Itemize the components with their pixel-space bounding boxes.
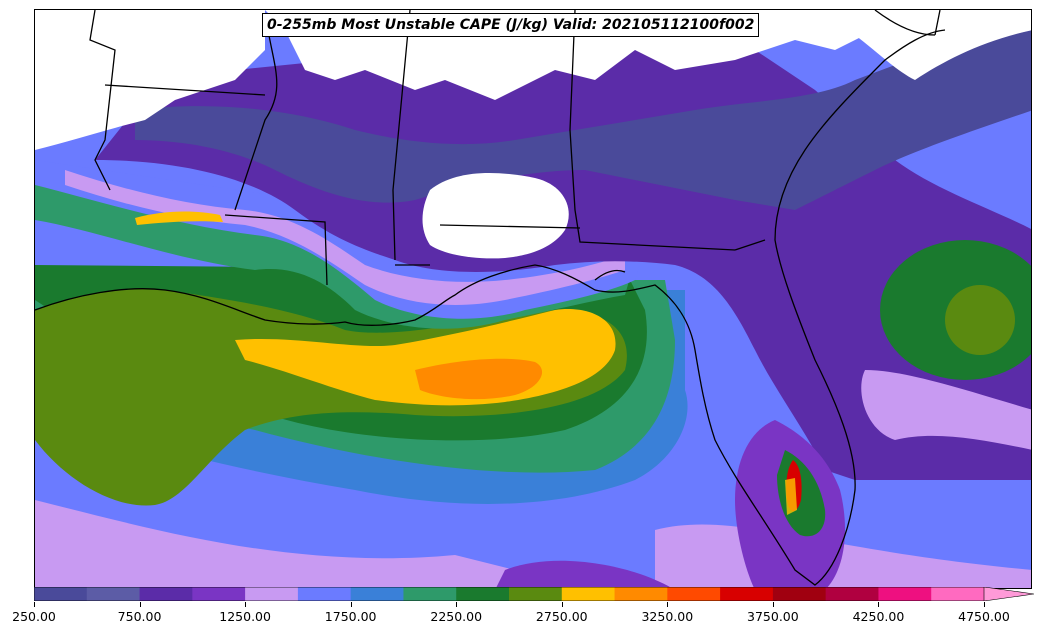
colorbar-segment [931, 587, 985, 601]
cape-land-slate [135, 30, 1031, 210]
colorbar-segment [667, 587, 721, 601]
colorbar-tick-mark [561, 602, 563, 607]
colorbar-segment [825, 587, 879, 601]
cape-band-orange [415, 358, 543, 400]
colorbar-segment [878, 587, 932, 601]
colorbar-extend-arrow [983, 587, 1034, 601]
colorbar-segment [456, 587, 510, 601]
colorbar-tick-mark [34, 602, 35, 607]
colorbar-segment [297, 587, 352, 601]
colorbar-tick-label: 250.00 [12, 609, 56, 624]
map-frame [34, 9, 1032, 589]
colorbar-tick-label: 1250.00 [219, 609, 271, 624]
colorbar-tick-mark [245, 602, 247, 607]
cape-atlantic-olive [945, 285, 1015, 355]
colorbar-segment [403, 587, 457, 601]
colorbar-tick-mark [772, 602, 774, 607]
colorbar-tick-label: 4250.00 [852, 609, 905, 624]
colorbar [34, 587, 1034, 601]
coastlines [35, 10, 946, 586]
colorbar-tick-label: 2750.00 [535, 609, 588, 624]
colorbar-tick-label: 1750.00 [324, 609, 377, 624]
colorbar-segment [772, 587, 827, 601]
cape-atlantic-lilac [861, 370, 1031, 450]
colorbar-segment [192, 587, 246, 601]
colorbar-tick-mark [139, 602, 141, 607]
cape-band-purple-south [496, 560, 672, 588]
cape-nodata-west [35, 10, 265, 150]
cape-map [35, 10, 1031, 588]
colorbar-tick-label: 3750.00 [747, 609, 799, 624]
cape-streak-louisiana [135, 211, 223, 225]
cape-nodata-topright [855, 10, 1031, 80]
cape-florida-gold [785, 478, 797, 515]
cape-nodata-gulf [422, 173, 569, 259]
colorbar-tick-mark [878, 602, 880, 607]
colorbar-segment [86, 587, 141, 601]
cape-band-coastal-lilac [35, 160, 645, 319]
colorbar-tick-mark [456, 602, 458, 607]
colorbar-segment [350, 587, 404, 601]
map-title: 0-255mb Most Unstable CAPE (J/kg) Valid:… [262, 13, 760, 37]
colorbar-tick-mark [350, 602, 352, 607]
colorbar-tick-label: 750.00 [117, 609, 162, 624]
colorbar-segment [561, 587, 616, 601]
colorbar-segment [614, 587, 668, 601]
colorbar-segment [139, 587, 193, 601]
colorbar-segment [720, 587, 774, 601]
colorbar-tick-label: 4750.00 [958, 609, 1010, 624]
colorbar-ticks: 250.00 750.00 1250.00 1750.00 2250.00 2750.00… [0, 602, 1042, 626]
cape-band-lilac-south [35, 500, 587, 588]
colorbar-tick-mark [984, 602, 985, 607]
colorbar-segment [245, 587, 299, 601]
colorbar-segment [34, 587, 88, 601]
colorbar-tick-mark [667, 602, 669, 607]
colorbar-tick-label: 3250.00 [641, 609, 694, 624]
colorbar-segment [509, 587, 563, 601]
colorbar-tick-label: 2250.00 [430, 609, 483, 624]
